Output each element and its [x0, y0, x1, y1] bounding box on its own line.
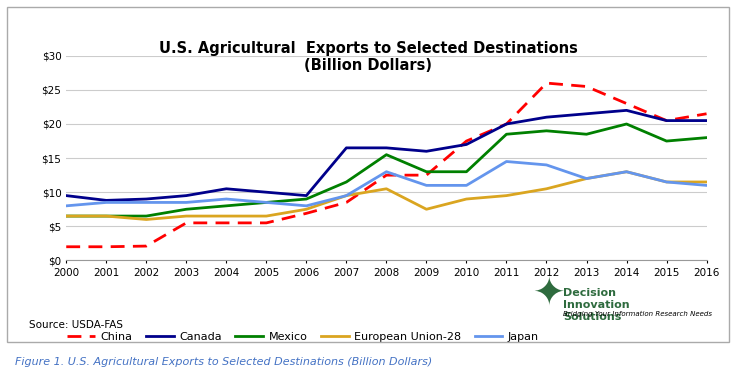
Japan: [182, 200, 191, 205]
Mexico: [462, 170, 471, 174]
Text: U.S. Agricultural  Exports to Selected Destinations
(Billion Dollars): U.S. Agricultural Exports to Selected De…: [158, 41, 578, 73]
Mexico: [542, 129, 551, 133]
Mexico: [182, 207, 191, 211]
European Union-28: [582, 176, 591, 181]
Text: Figure 1. U.S. Agricultural Exports to Selected Destinations (Billion Dollars): Figure 1. U.S. Agricultural Exports to S…: [15, 357, 432, 367]
Line: European Union-28: European Union-28: [66, 172, 707, 219]
Canada: [582, 112, 591, 116]
China: [382, 173, 391, 177]
Japan: [502, 159, 511, 164]
China: [462, 139, 471, 143]
Japan: [582, 176, 591, 181]
European Union-28: [262, 214, 271, 218]
Japan: [382, 170, 391, 174]
China: [342, 200, 351, 205]
Mexico: [262, 200, 271, 205]
China: [102, 244, 110, 249]
Text: ✦: ✦: [532, 275, 565, 313]
China: [542, 81, 551, 85]
Japan: [262, 200, 271, 205]
European Union-28: [62, 214, 71, 218]
Japan: [702, 183, 711, 187]
European Union-28: [702, 180, 711, 184]
European Union-28: [502, 193, 511, 198]
China: [262, 221, 271, 225]
European Union-28: [142, 217, 151, 222]
China: [62, 244, 71, 249]
European Union-28: [422, 207, 431, 211]
Canada: [142, 197, 151, 201]
Text: Bridging Your Information Research Needs: Bridging Your Information Research Needs: [563, 311, 712, 317]
Canada: [262, 190, 271, 195]
China: [422, 173, 431, 177]
Mexico: [382, 153, 391, 157]
Canada: [542, 115, 551, 119]
Canada: [502, 122, 511, 126]
China: [502, 122, 511, 126]
Mexico: [102, 214, 110, 218]
Line: Canada: Canada: [66, 110, 707, 201]
Text: Decision
Innovation
Solutions: Decision Innovation Solutions: [563, 288, 630, 321]
Mexico: [342, 180, 351, 184]
Japan: [462, 183, 471, 187]
European Union-28: [182, 214, 191, 218]
Canada: [222, 186, 231, 191]
Canada: [62, 193, 71, 198]
Japan: [142, 200, 151, 205]
Mexico: [582, 132, 591, 137]
Canada: [462, 142, 471, 147]
Canada: [702, 118, 711, 123]
European Union-28: [542, 186, 551, 191]
China: [622, 101, 631, 106]
Mexico: [302, 197, 311, 201]
Canada: [382, 145, 391, 150]
Line: Mexico: Mexico: [66, 124, 707, 216]
European Union-28: [302, 207, 311, 211]
European Union-28: [622, 170, 631, 174]
Japan: [102, 200, 110, 205]
European Union-28: [382, 186, 391, 191]
Legend: China, Canada, Mexico, European Union-28, Japan: China, Canada, Mexico, European Union-28…: [63, 327, 543, 346]
Mexico: [422, 170, 431, 174]
Japan: [222, 197, 231, 201]
European Union-28: [222, 214, 231, 218]
Japan: [622, 170, 631, 174]
Canada: [342, 145, 351, 150]
Canada: [422, 149, 431, 154]
Line: Japan: Japan: [66, 161, 707, 206]
China: [182, 221, 191, 225]
European Union-28: [102, 214, 110, 218]
Japan: [62, 203, 71, 208]
China: [702, 112, 711, 116]
China: [582, 84, 591, 89]
Canada: [182, 193, 191, 198]
Mexico: [62, 214, 71, 218]
Mexico: [142, 214, 151, 218]
Mexico: [662, 139, 671, 143]
Japan: [342, 193, 351, 198]
European Union-28: [662, 180, 671, 184]
China: [662, 118, 671, 123]
Canada: [102, 198, 110, 203]
Canada: [622, 108, 631, 113]
Canada: [662, 118, 671, 123]
Canada: [302, 193, 311, 198]
Text: Source: USDA-FAS: Source: USDA-FAS: [29, 320, 124, 330]
Mexico: [502, 132, 511, 137]
China: [142, 244, 151, 248]
China: [222, 221, 231, 225]
Mexico: [702, 135, 711, 140]
European Union-28: [342, 193, 351, 198]
Japan: [422, 183, 431, 187]
Japan: [662, 180, 671, 184]
Mexico: [622, 122, 631, 126]
Japan: [302, 203, 311, 208]
Japan: [542, 163, 551, 167]
Line: China: China: [66, 83, 707, 247]
Mexico: [222, 203, 231, 208]
China: [302, 211, 311, 215]
European Union-28: [462, 197, 471, 201]
